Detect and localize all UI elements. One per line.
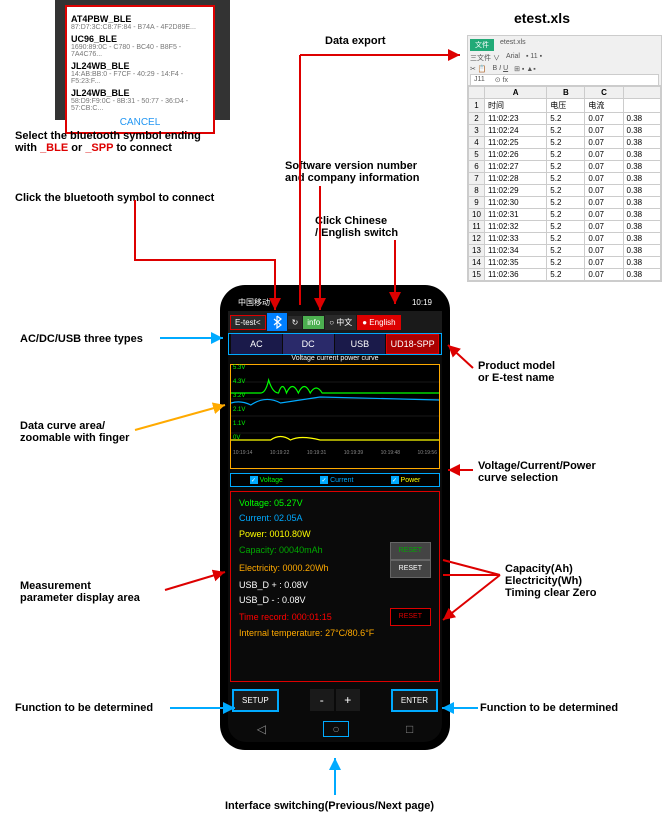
label-bt-click: Click the bluetooth symbol to connect [15, 192, 214, 204]
chinese-button[interactable]: ○ 中文 [325, 315, 356, 330]
tab-bar: AC DC USB UD18-SPP [228, 333, 442, 355]
bt-device-item[interactable]: JL24WB_BLE58:D9:F9:0C - 8B:31 - 50:77 - … [71, 88, 209, 112]
etest-button[interactable]: E-test< [230, 315, 266, 330]
chart-title: Voltage current power curve [228, 355, 442, 362]
label-fn-tbd-r: Function to be determined [480, 702, 618, 714]
label-cn-en: Click Chinese / English switch [315, 215, 398, 239]
excel-window: 文件etest.xls 三文件 ∨Arial▪ 11 ▪ ✂ 📋B I U⊞ ▪… [467, 35, 662, 282]
app-top-bar: E-test< ↻ info ○ 中文 ● English [228, 311, 442, 333]
bt-cancel-button[interactable]: CANCEL [71, 117, 209, 128]
label-nav: Interface switching(Previous/Next page) [225, 800, 434, 812]
label-sw-ver: Software version number and company info… [285, 160, 419, 184]
label-types: AC/DC/USB three types [20, 333, 143, 345]
bottom-bar: SETUP - + ENTER [228, 684, 442, 716]
reset-electricity-button[interactable]: RESET [390, 560, 431, 578]
label-model: Product model or E-test name [478, 360, 555, 384]
params-area: Voltage: 05.27V Current: 02.05A Power: 0… [230, 491, 440, 682]
bt-device-item[interactable]: JL24WB_BLE14:AB:BB:0 - F7CF - 40:29 - 14… [71, 61, 209, 85]
enter-button[interactable]: ENTER [391, 689, 438, 712]
phone-frame: 中国移动 10:19 E-test< ↻ info ○ 中文 ● English… [220, 285, 450, 750]
nav-home-icon[interactable]: ○ [323, 721, 348, 737]
refresh-icon[interactable]: ↻ [288, 316, 303, 329]
setup-button[interactable]: SETUP [232, 689, 279, 712]
tab-usb[interactable]: USB [335, 334, 386, 354]
tab-ac[interactable]: AC [231, 334, 282, 354]
info-button[interactable]: info [303, 316, 324, 329]
minus-button[interactable]: - [310, 689, 334, 711]
tab-model[interactable]: UD18-SPP [386, 334, 439, 354]
english-button[interactable]: ● English [357, 315, 400, 330]
nav-bar: ◁ ○ □ [228, 716, 442, 742]
legend-bar: ✓Voltage ✓Current ✓Power [230, 473, 440, 487]
nav-recent-icon[interactable]: □ [406, 722, 413, 736]
label-curve-area: Data curve area/ zoomable with finger [20, 420, 129, 444]
label-data-export: Data export [325, 35, 386, 47]
nav-back-icon[interactable]: ◁ [257, 722, 266, 736]
legend-voltage[interactable]: ✓Voltage [250, 476, 283, 484]
bt-device-item[interactable]: AT4PBW_BLE87:D7:3C:C8:7F:84 - B74A - 4F2… [71, 14, 209, 31]
excel-filename: etest.xls [514, 10, 570, 26]
label-cap-btn: Capacity(Ah) Electricity(Wh) Timing clea… [505, 563, 597, 599]
legend-current[interactable]: ✓Current [320, 476, 353, 484]
bluetooth-dialog: AT4PBW_BLE87:D7:3C:C8:7F:84 - B74A - 4F2… [65, 5, 215, 134]
chart-area[interactable]: 5.3V4.3V3.2V2.1V1.1V0V 10:19:1410:19:221… [230, 364, 440, 469]
label-fn-tbd-l: Function to be determined [15, 702, 153, 714]
legend-power[interactable]: ✓Power [391, 476, 421, 484]
label-curve-sel: Voltage/Current/Power curve selection [478, 460, 596, 484]
reset-time-button[interactable]: RESET [390, 608, 431, 626]
reset-capacity-button[interactable]: RESET [390, 542, 431, 560]
bt-device-item[interactable]: UC96_BLE1690:89:0C - C780 - BC40 - B8F5 … [71, 34, 209, 58]
status-bar: 中国移动 10:19 [228, 293, 442, 311]
tab-dc[interactable]: DC [283, 334, 334, 354]
bluetooth-icon[interactable] [267, 313, 287, 331]
plus-button[interactable]: + [336, 689, 360, 711]
label-bt-select: Select the bluetooth symbol ending with … [15, 130, 201, 154]
phone-screen: 中国移动 10:19 E-test< ↻ info ○ 中文 ● English… [228, 293, 442, 742]
label-params: Measurement parameter display area [20, 580, 140, 604]
